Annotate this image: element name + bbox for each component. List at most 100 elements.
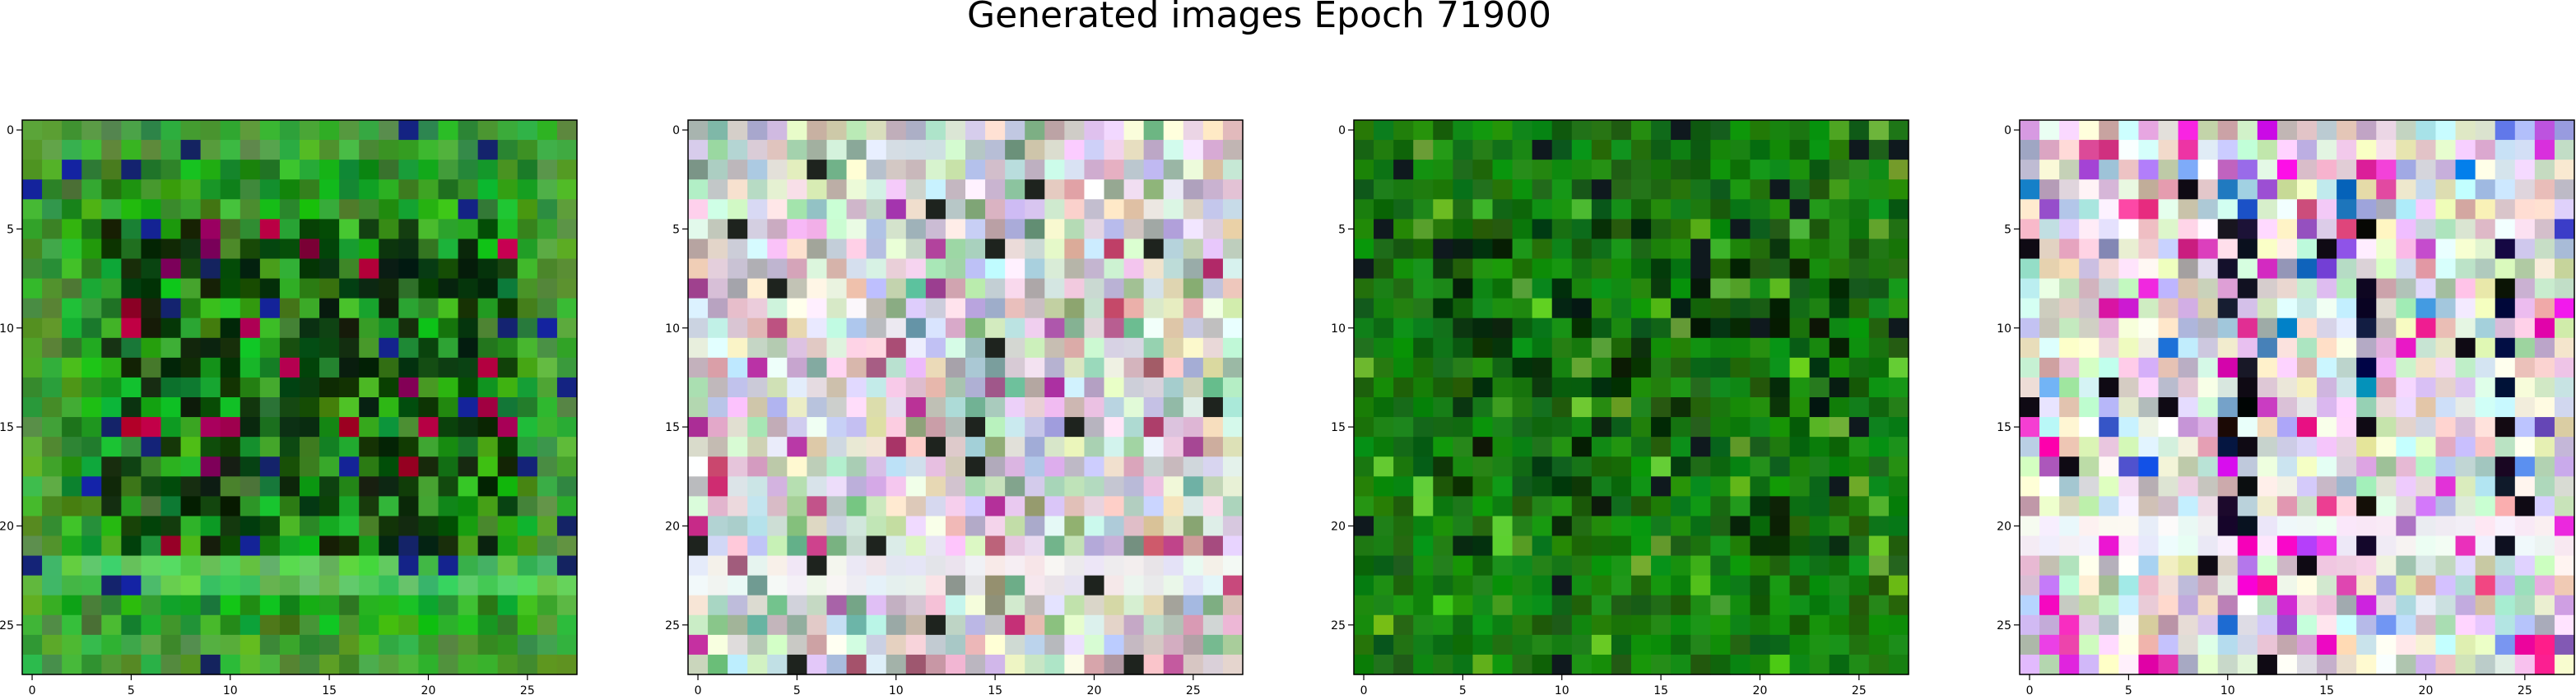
heatmap-cell — [2356, 595, 2377, 616]
heatmap-cell — [300, 555, 320, 577]
heatmap-cell — [101, 516, 122, 537]
heatmap-cell — [1769, 595, 1791, 616]
heatmap-cell — [807, 199, 828, 220]
heatmap-cell — [866, 258, 887, 280]
heatmap-cell — [2435, 377, 2457, 398]
heatmap-cell — [279, 160, 300, 180]
heatmap-cell — [905, 516, 927, 537]
heatmap-cell — [497, 397, 518, 418]
heatmap-cell — [2554, 120, 2575, 141]
heatmap-cell — [925, 634, 946, 656]
heatmap-cell — [556, 614, 578, 636]
heatmap-cell — [2554, 337, 2575, 359]
heatmap-cell — [807, 120, 828, 141]
heatmap-cell — [279, 437, 300, 457]
heatmap-cell — [2376, 239, 2397, 260]
heatmap-cell — [2554, 575, 2575, 596]
heatmap-cell — [2337, 278, 2357, 299]
heatmap-cell — [1492, 317, 1514, 339]
heatmap-cell — [2297, 298, 2318, 319]
heatmap-cell — [965, 535, 986, 557]
heatmap-cell — [2416, 496, 2437, 517]
heatmap-cell — [1183, 317, 1204, 339]
heatmap-cell — [2276, 437, 2298, 457]
heatmap-cell — [2059, 614, 2080, 636]
heatmap-cell — [1222, 496, 1244, 517]
heatmap-cell — [2257, 357, 2278, 378]
y-tick-label: 0 — [672, 124, 680, 137]
heatmap-cell — [2039, 140, 2060, 160]
heatmap-cell — [688, 496, 709, 517]
heatmap-cell — [1611, 258, 1632, 280]
heatmap-cell — [1730, 417, 1751, 438]
heatmap-cell — [121, 476, 142, 497]
heatmap-cell — [1222, 179, 1244, 200]
heatmap-cell — [2257, 317, 2278, 339]
heatmap-cell — [2158, 317, 2179, 339]
heatmap-cell — [2178, 357, 2199, 378]
heatmap-cell — [1413, 120, 1434, 141]
heatmap-cell — [1222, 614, 1244, 636]
heatmap-cell — [2317, 239, 2337, 260]
heatmap-cell — [1433, 120, 1453, 141]
heatmap-cell — [556, 258, 578, 280]
heatmap-cell — [1651, 199, 1672, 220]
heatmap-cell — [1710, 397, 1731, 418]
heatmap-cell — [200, 595, 221, 616]
heatmap-cell — [2217, 317, 2239, 339]
heatmap-cell — [1064, 476, 1086, 497]
heatmap-cell — [2416, 634, 2437, 656]
heatmap-cell — [1222, 575, 1244, 596]
heatmap-cell — [2217, 595, 2239, 616]
heatmap-cell — [905, 337, 927, 359]
heatmap-cell — [438, 654, 459, 675]
heatmap-cell — [1202, 298, 1224, 319]
heatmap-cell — [1829, 199, 1850, 220]
y-tick-label: 10 — [1331, 322, 1346, 336]
heatmap-cell — [807, 160, 828, 180]
heatmap-cell — [1809, 140, 1830, 160]
heatmap-cell — [42, 555, 63, 577]
heatmap-cell — [945, 179, 966, 200]
heatmap-cell — [2317, 397, 2337, 418]
heatmap-cell — [866, 357, 887, 378]
heatmap-cell — [905, 239, 927, 260]
heatmap-cell — [2475, 317, 2496, 339]
heatmap-cell — [1789, 298, 1811, 319]
heatmap-cell — [458, 575, 479, 596]
heatmap-cell — [747, 417, 768, 438]
heatmap-cell — [886, 298, 907, 319]
heatmap-cell — [2276, 654, 2298, 675]
heatmap-cell — [1571, 377, 1593, 398]
heatmap-cell — [517, 595, 538, 616]
heatmap-cell — [477, 298, 499, 319]
heatmap-cell — [1591, 535, 1612, 557]
heatmap-cell — [2376, 278, 2397, 299]
heatmap-cell — [239, 140, 261, 160]
heatmap-cell — [1690, 654, 1711, 675]
heatmap-cell — [2455, 239, 2476, 260]
heatmap-cell — [945, 516, 966, 537]
heatmap-cell — [1868, 357, 1890, 378]
heatmap-cell — [728, 496, 748, 517]
heatmap-cell — [398, 535, 420, 557]
heatmap-cell — [259, 377, 281, 398]
heatmap-cell — [886, 179, 907, 200]
heatmap-cell — [1433, 654, 1453, 675]
heatmap-cell — [1730, 219, 1751, 240]
heatmap-cell — [886, 575, 907, 596]
heatmap-cell — [42, 476, 63, 497]
heatmap-cell — [2217, 654, 2239, 675]
heatmap-cell — [1690, 219, 1711, 240]
heatmap-cell — [1571, 179, 1593, 200]
heatmap-cell — [965, 278, 986, 299]
heatmap-cell — [398, 160, 420, 180]
heatmap-cell — [121, 397, 142, 418]
heatmap-cell — [2416, 140, 2437, 160]
heatmap-cell — [300, 654, 320, 675]
heatmap-cell — [2158, 278, 2179, 299]
heatmap-cell — [807, 337, 828, 359]
heatmap-cell — [1044, 456, 1065, 477]
heatmap-cell — [1005, 219, 1025, 240]
heatmap-cell — [319, 476, 340, 497]
